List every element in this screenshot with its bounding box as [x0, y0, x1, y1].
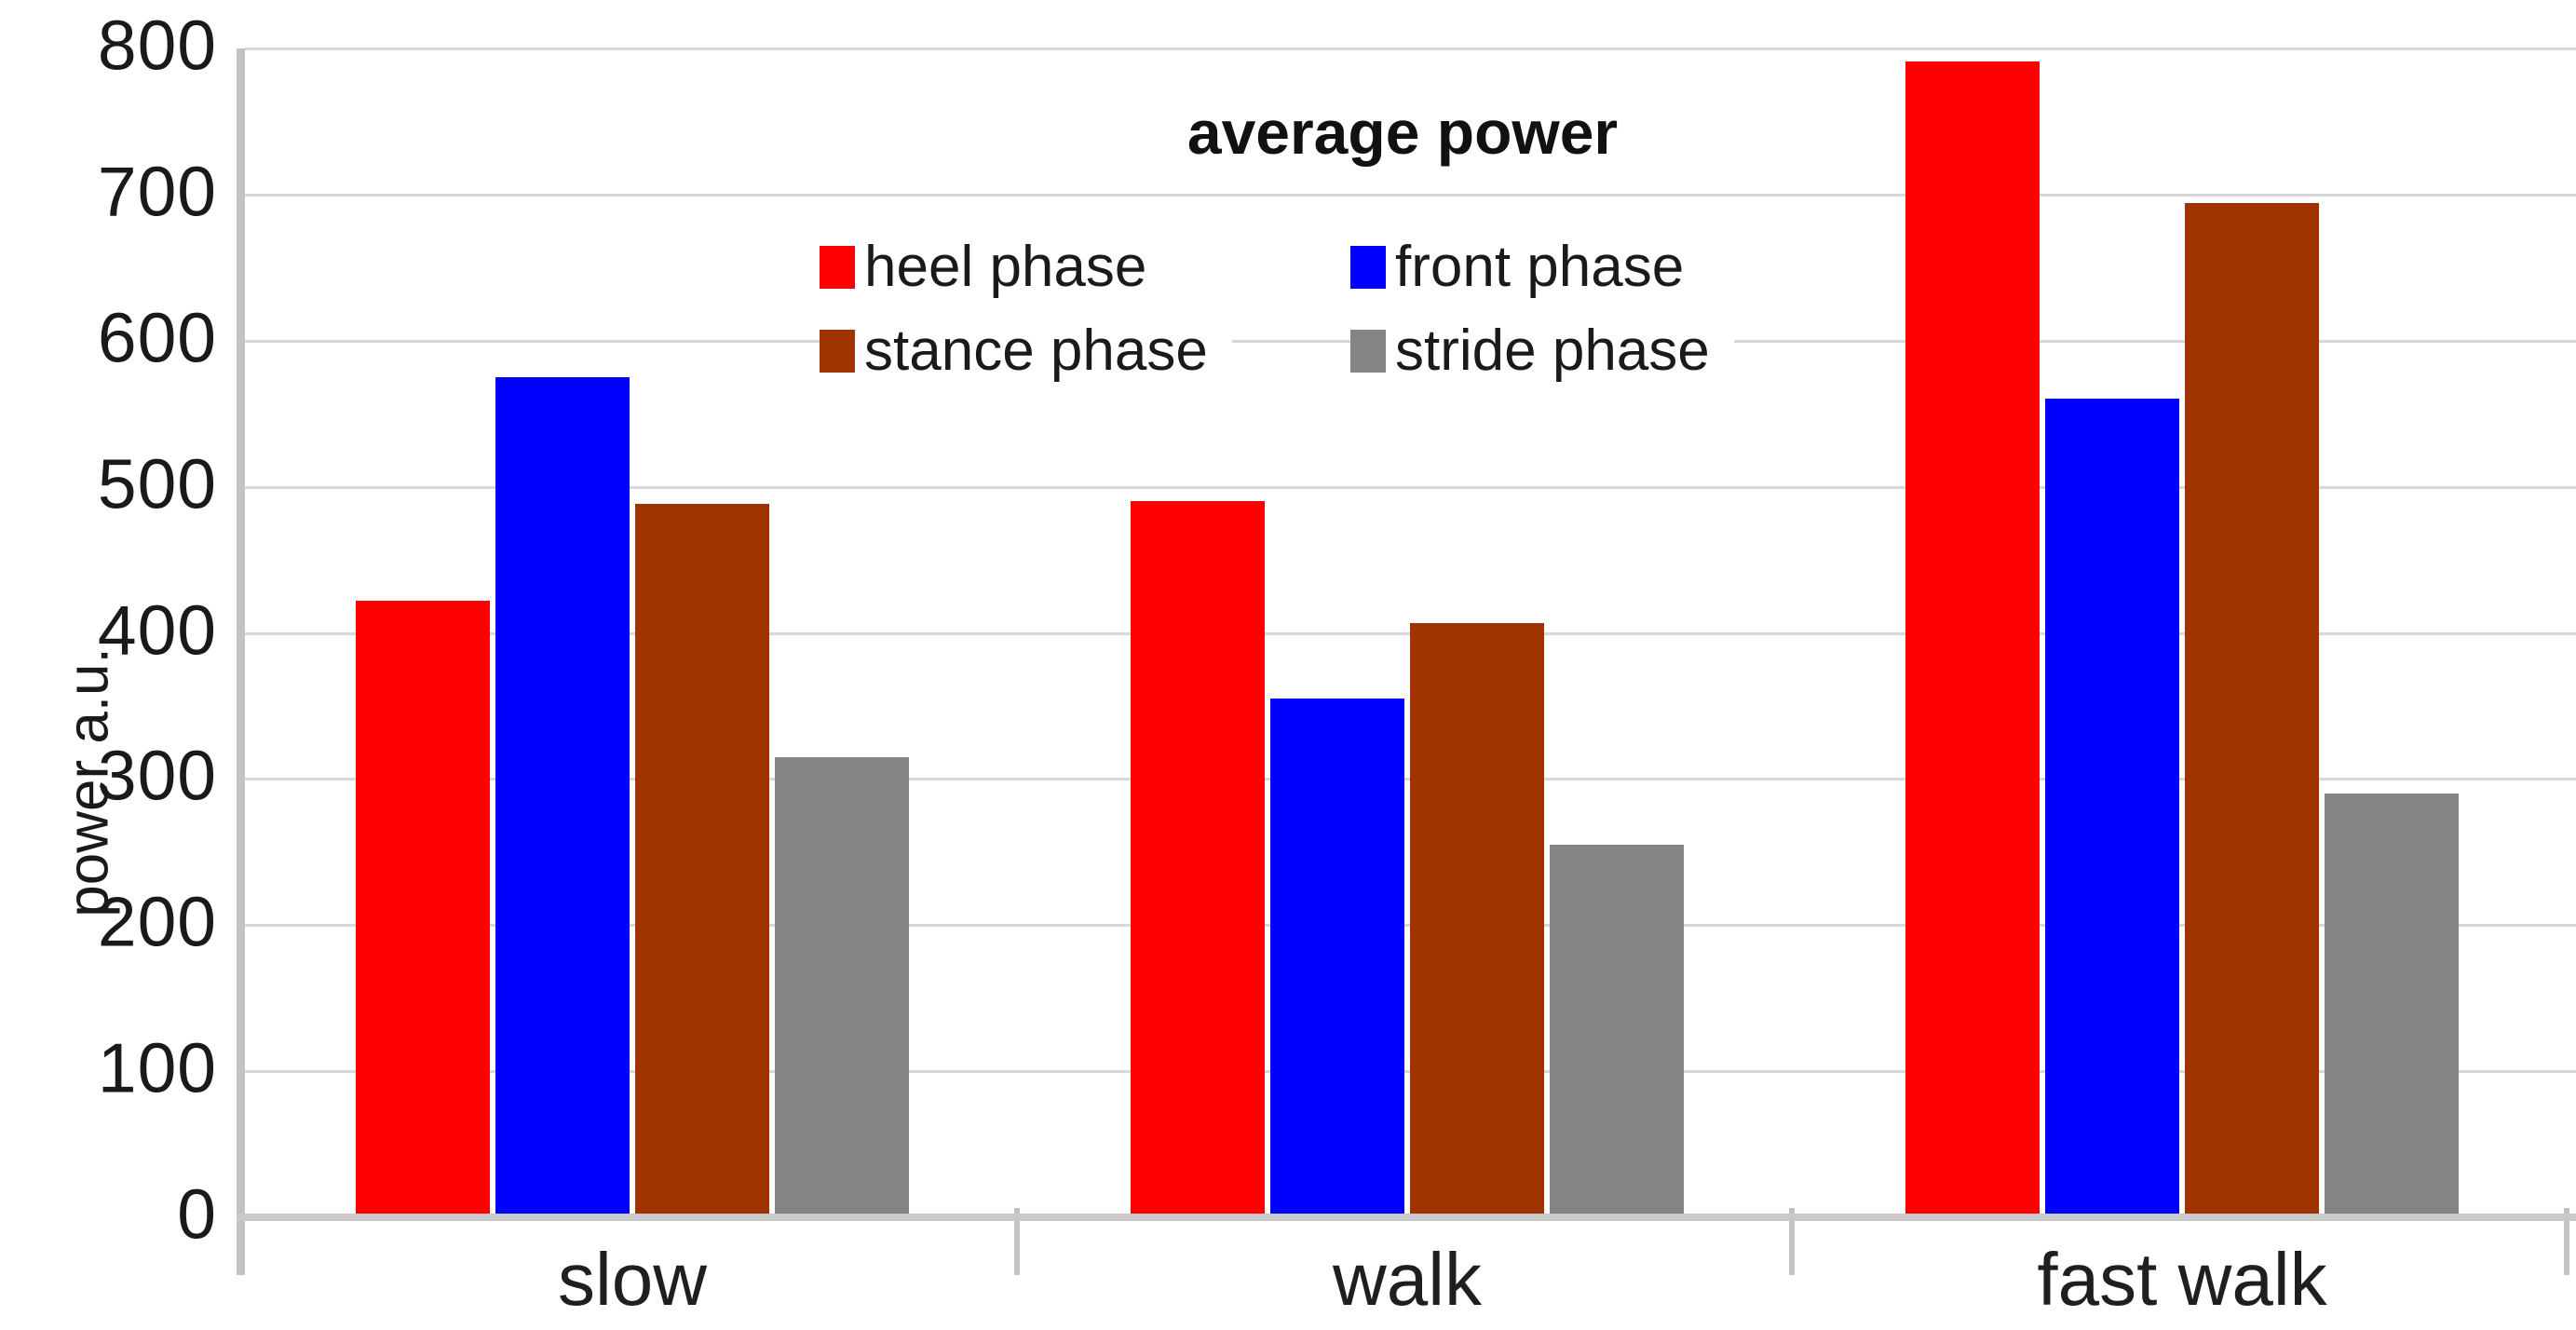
y-axis-line [237, 48, 245, 1275]
gridline-700 [245, 193, 2576, 197]
legend-swatch-icon-heel-phase [820, 246, 855, 289]
gridline-500 [245, 485, 2576, 489]
y-tick-label-300: 300 [97, 736, 217, 815]
bar-slow-front-phase [495, 377, 630, 1217]
x-category-label-slow: slow [557, 1238, 708, 1321]
legend-swatch-icon-stride-phase [1350, 330, 1386, 373]
legend-swatch-icon-front-phase [1350, 246, 1386, 289]
legend-item-stride-phase: stride phase [1350, 315, 1734, 387]
bar-slow-stride-phase [775, 757, 909, 1217]
x-axis-boundary-tick-1 [1014, 1208, 1020, 1275]
legend-label: stride phase [1395, 319, 1710, 383]
x-axis-boundary-tick-3 [2564, 1208, 2569, 1275]
bar-fast-walk-stance-phase [2185, 203, 2319, 1217]
bar-walk-front-phase [1270, 699, 1404, 1217]
legend-item-stance-phase: stance phase [820, 315, 1232, 387]
legend-label: front phase [1395, 235, 1685, 299]
y-tick-label-400: 400 [97, 590, 217, 670]
x-axis-boundary-tick-2 [1789, 1208, 1795, 1275]
bar-fast-walk-front-phase [2045, 399, 2179, 1217]
y-tick-label-700: 700 [97, 152, 217, 231]
bar-slow-heel-phase [356, 601, 490, 1217]
gridline-800 [245, 48, 2576, 50]
y-axis-title: power a.u. [56, 647, 121, 917]
bar-walk-stance-phase [1410, 623, 1544, 1217]
chart-title: average power [1186, 98, 1619, 167]
y-tick-label-500: 500 [97, 444, 217, 523]
legend-label: stance phase [864, 319, 1208, 383]
legend-item-front-phase: front phase [1350, 231, 1709, 304]
bar-walk-heel-phase [1131, 501, 1265, 1217]
y-tick-label-100: 100 [97, 1028, 217, 1107]
x-category-label-walk: walk [1332, 1238, 1483, 1321]
bar-fast-walk-stride-phase [2325, 794, 2459, 1217]
y-tick-label-600: 600 [97, 298, 217, 377]
bar-slow-stance-phase [635, 504, 769, 1217]
y-tick-label-0: 0 [177, 1174, 217, 1254]
y-tick-label-800: 800 [97, 6, 217, 85]
bar-walk-stride-phase [1550, 845, 1684, 1217]
bar-fast-walk-heel-phase [1905, 61, 2040, 1217]
x-axis-line [237, 1214, 2576, 1221]
legend-item-heel-phase: heel phase [820, 231, 1172, 304]
legend-label: heel phase [864, 235, 1147, 299]
y-tick-label-200: 200 [97, 882, 217, 961]
x-category-label-fast-walk: fast walk [2037, 1238, 2327, 1321]
legend-swatch-icon-stance-phase [820, 330, 855, 373]
